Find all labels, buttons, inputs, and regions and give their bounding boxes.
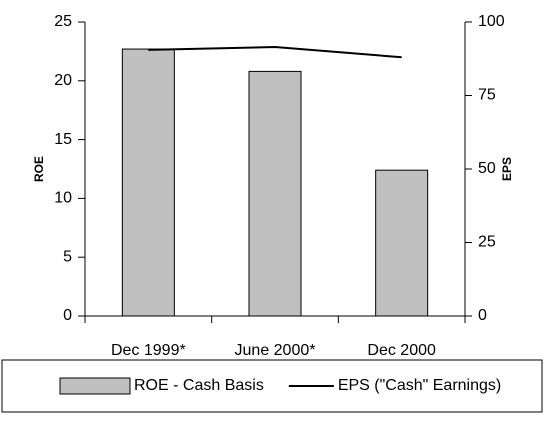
bar xyxy=(375,169,429,317)
y-tick-label: 5 xyxy=(63,248,72,265)
bar xyxy=(121,48,175,317)
y-tick-label: 10 xyxy=(54,190,72,207)
y2-tick-label: 0 xyxy=(478,307,487,324)
legend-box xyxy=(1,359,543,413)
line xyxy=(148,45,402,59)
bar xyxy=(248,70,302,317)
y-tick-label: 0 xyxy=(63,307,72,324)
y2-tick-label: 50 xyxy=(478,160,496,177)
x-tick-label: Dec 2000 xyxy=(367,342,436,359)
y-tick-label: 15 xyxy=(54,131,72,148)
legend-swatch xyxy=(59,377,131,395)
x-tick-label: Dec 1999* xyxy=(111,342,186,359)
y2-tick-label: 25 xyxy=(478,234,496,251)
legend-label: EPS ("Cash" Earnings) xyxy=(338,377,501,394)
legend-label: ROE - Cash Basis xyxy=(134,377,264,394)
y-tick-label: 20 xyxy=(54,72,72,89)
y-tick-label: 25 xyxy=(54,13,72,30)
x-tick-label: June 2000* xyxy=(235,342,316,359)
y-axis-title: ROE xyxy=(32,156,46,182)
y2-tick-label: 75 xyxy=(478,87,496,104)
y2-axis-title: EPS xyxy=(500,157,514,181)
y2-tick-label: 100 xyxy=(478,13,505,30)
